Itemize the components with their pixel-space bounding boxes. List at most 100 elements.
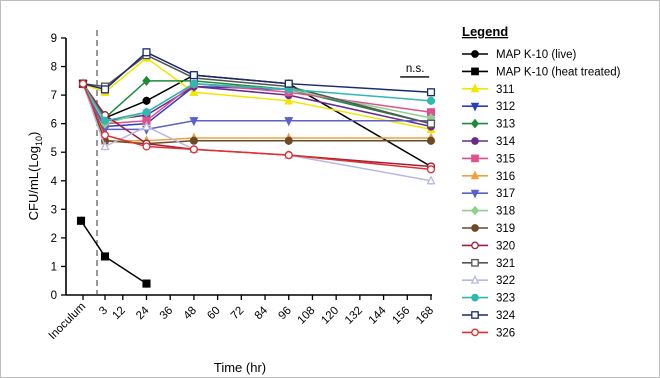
series-326-point-1 bbox=[100, 131, 110, 140]
series-317-point-3 bbox=[189, 117, 199, 127]
series-319-line bbox=[82, 83, 431, 145]
legend-item-series-map-k-10-heat-treated: MAP K-10 (heat treated) bbox=[462, 66, 621, 78]
legend-marker-series-318 bbox=[470, 205, 480, 216]
y-tick-label-8: 8 bbox=[51, 62, 57, 74]
series-319-point-3 bbox=[189, 136, 198, 145]
series-323-point-1 bbox=[100, 116, 110, 125]
legend-item-series-315: 315 bbox=[462, 153, 515, 165]
series-322-point-5 bbox=[426, 175, 436, 185]
legend-marker-series-315 bbox=[471, 154, 479, 163]
x-tick-label-108: 108 bbox=[296, 305, 318, 327]
series-324-point-1 bbox=[100, 85, 110, 94]
series-311-line bbox=[82, 57, 432, 131]
series-map-k-10-live-point-2 bbox=[142, 96, 151, 105]
series-326-point-4 bbox=[284, 151, 293, 160]
y-tick-label-2: 2 bbox=[51, 233, 57, 245]
legend-label-series-326: 326 bbox=[496, 327, 515, 339]
legend-label-series-320: 320 bbox=[496, 240, 515, 252]
legend-marker-series-316 bbox=[470, 170, 480, 180]
legend-label-series-map-k-10-heat-treated: MAP K-10 (heat treated) bbox=[496, 66, 621, 78]
series-321-point-5 bbox=[426, 119, 436, 128]
x-tick-label-60: 60 bbox=[205, 305, 223, 323]
legend-label-series-312: 312 bbox=[496, 101, 515, 113]
x-tick-label-24: 24 bbox=[134, 304, 152, 322]
series-324-point-5 bbox=[426, 88, 436, 97]
series-322-point-2 bbox=[142, 121, 151, 131]
x-tick-label-156: 156 bbox=[390, 305, 412, 327]
y-tick-label-6: 6 bbox=[51, 119, 57, 131]
y-tick-label-9: 9 bbox=[51, 33, 57, 45]
legend-label-series-313: 313 bbox=[496, 119, 515, 131]
legend-marker-series-314 bbox=[471, 137, 479, 145]
x-axis-title: Time (hr) bbox=[214, 360, 266, 375]
y-tick-label-1: 1 bbox=[51, 261, 57, 273]
legend-marker-series-317 bbox=[470, 189, 480, 199]
legend-item-series-319: 319 bbox=[462, 223, 515, 235]
series-323-line bbox=[82, 82, 432, 122]
legend-item-series-318: 318 bbox=[462, 206, 515, 218]
legend-label-series-map-k-10-live: MAP K-10 (live) bbox=[496, 49, 576, 61]
y-axis-title-main: CFU/mL(Log bbox=[26, 146, 41, 220]
y-axis-title-end: ) bbox=[26, 132, 41, 136]
y-axis-title: CFU/mL(Log10) bbox=[26, 132, 44, 221]
legend-item-series-326: 326 bbox=[462, 327, 515, 339]
series-326-point-0 bbox=[78, 79, 88, 88]
x-tick-label-132: 132 bbox=[343, 305, 365, 327]
legend-item-series-312: 312 bbox=[462, 101, 515, 113]
legend-marker-series-320 bbox=[471, 241, 479, 250]
legend-marker-series-319 bbox=[471, 224, 479, 232]
series-326-point-2 bbox=[142, 142, 151, 151]
x-tick-label-12: 12 bbox=[110, 305, 128, 323]
legend-label-series-314: 314 bbox=[496, 136, 516, 148]
legend-marker-series-324 bbox=[471, 311, 479, 319]
x-tick-label-48: 48 bbox=[181, 305, 199, 323]
y-tick-label-0: 0 bbox=[51, 290, 57, 302]
series-324-point-2 bbox=[142, 48, 151, 57]
series-311-point-4 bbox=[284, 95, 294, 105]
legend-item-series-322: 322 bbox=[462, 274, 515, 287]
legend-marker-series-map-k-10-live bbox=[471, 50, 479, 58]
legend-label-series-321: 321 bbox=[496, 258, 515, 270]
legend-label-series-315: 315 bbox=[496, 153, 515, 165]
series-323-point-2 bbox=[142, 108, 151, 117]
legend-item-series-321: 321 bbox=[462, 258, 515, 270]
series-319-point-4 bbox=[284, 136, 293, 145]
y-tick-label-7: 7 bbox=[51, 90, 57, 102]
legend-label-series-324: 324 bbox=[496, 310, 516, 322]
legend-marker-series-323 bbox=[471, 293, 479, 302]
series-319-point-5 bbox=[426, 136, 436, 145]
x-tick-label-3: 3 bbox=[97, 305, 110, 318]
y-tick-label-3: 3 bbox=[51, 204, 57, 216]
x-tick-label-168: 168 bbox=[414, 305, 436, 327]
x-tick-label-96: 96 bbox=[276, 305, 294, 323]
legend-item-series-320: 320 bbox=[462, 240, 515, 252]
legend-marker-series-313 bbox=[470, 118, 480, 129]
legend-item-series-311: 311 bbox=[462, 83, 514, 96]
legend-item-series-323: 323 bbox=[462, 293, 515, 305]
legend-label-series-316: 316 bbox=[496, 171, 515, 183]
legend-marker-series-311 bbox=[470, 83, 480, 93]
x-tick-label-84: 84 bbox=[253, 304, 271, 322]
series-322 bbox=[78, 78, 436, 185]
x-tick-label-120: 120 bbox=[319, 305, 341, 327]
series-326 bbox=[78, 79, 436, 174]
series-map-k-10-heat-treated-point-2 bbox=[142, 279, 151, 288]
legend-label-series-318: 318 bbox=[496, 206, 515, 218]
y-tick-label-4: 4 bbox=[51, 176, 58, 188]
y-axis-title-subscript: 10 bbox=[34, 136, 44, 146]
series-323-point-3 bbox=[189, 79, 198, 88]
series-324-point-3 bbox=[189, 71, 198, 80]
series-317-point-4 bbox=[284, 117, 294, 127]
series-313-point-2 bbox=[142, 75, 151, 86]
legend-item-series-314: 314 bbox=[462, 136, 516, 148]
legend-title: Legend bbox=[462, 24, 508, 39]
legend-marker-series-321 bbox=[471, 258, 479, 267]
legend-label-series-323: 323 bbox=[496, 293, 515, 305]
legend-label-series-311: 311 bbox=[496, 84, 514, 96]
ns-annotation: n.s. bbox=[406, 63, 425, 75]
series-map-k-10-heat-treated-line bbox=[80, 220, 147, 285]
x-tick-label-inoculum: Inoculum bbox=[47, 301, 88, 342]
legend-item-series-317: 317 bbox=[462, 188, 515, 200]
series-326-point-5 bbox=[426, 165, 436, 174]
